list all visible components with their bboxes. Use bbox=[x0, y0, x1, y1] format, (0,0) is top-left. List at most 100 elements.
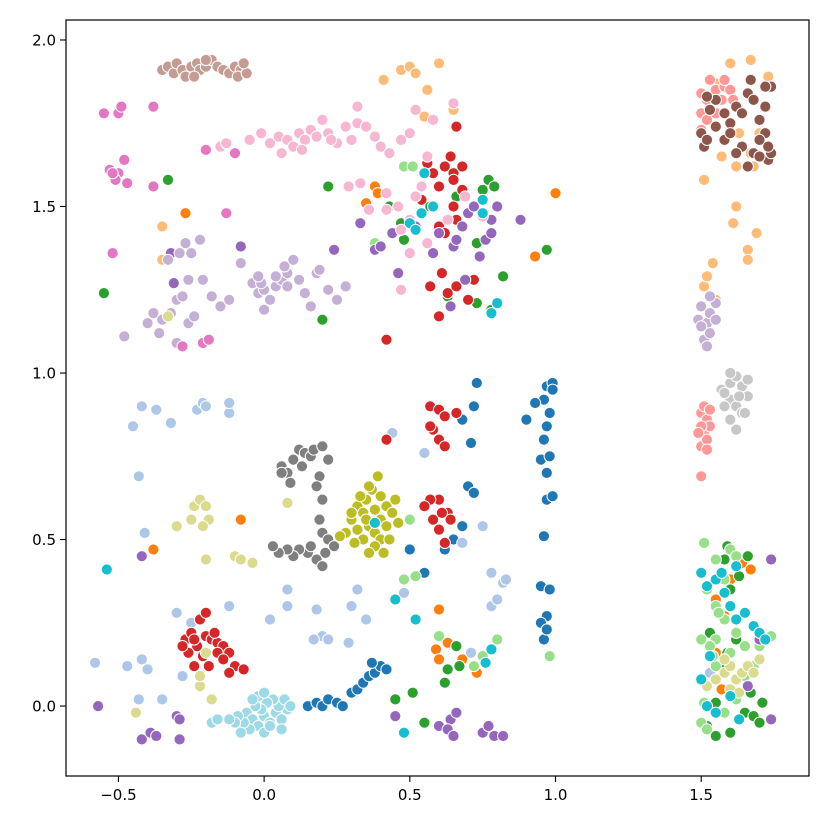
data-point bbox=[360, 120, 373, 133]
data-point bbox=[202, 660, 215, 673]
data-point bbox=[258, 303, 271, 316]
data-point bbox=[456, 520, 469, 533]
data-point bbox=[450, 233, 463, 246]
data-point bbox=[537, 433, 551, 446]
series-0 bbox=[301, 376, 559, 713]
data-point bbox=[287, 253, 300, 266]
data-point bbox=[738, 406, 752, 420]
series-9 bbox=[118, 233, 722, 353]
data-point bbox=[258, 686, 271, 699]
data-point bbox=[730, 200, 743, 213]
data-point bbox=[199, 400, 212, 413]
data-point bbox=[147, 543, 160, 556]
data-point bbox=[185, 247, 198, 260]
data-point bbox=[199, 606, 212, 619]
data-point bbox=[520, 413, 533, 426]
data-point bbox=[205, 693, 218, 706]
data-point bbox=[546, 490, 559, 503]
data-point bbox=[765, 713, 778, 726]
data-point bbox=[336, 700, 349, 713]
data-point bbox=[362, 546, 376, 560]
data-point bbox=[333, 530, 346, 543]
data-point bbox=[135, 400, 148, 413]
data-point bbox=[173, 247, 186, 260]
data-point bbox=[322, 453, 335, 466]
data-point bbox=[753, 113, 766, 127]
data-point bbox=[345, 133, 358, 146]
data-point bbox=[488, 180, 501, 193]
data-point bbox=[537, 530, 551, 543]
data-point bbox=[543, 450, 556, 463]
data-point bbox=[193, 233, 207, 246]
data-point bbox=[447, 97, 460, 110]
data-point bbox=[759, 633, 772, 646]
data-point bbox=[438, 160, 451, 173]
data-point bbox=[380, 187, 393, 200]
data-point bbox=[418, 500, 431, 513]
data-point bbox=[316, 113, 329, 127]
data-point bbox=[234, 257, 247, 270]
data-point bbox=[395, 223, 408, 236]
data-point bbox=[700, 340, 714, 353]
data-point bbox=[185, 513, 198, 526]
series-8 bbox=[92, 200, 778, 746]
data-point bbox=[298, 287, 311, 300]
y-tick-label: 1.0 bbox=[32, 365, 56, 383]
data-point bbox=[330, 293, 344, 306]
data-point bbox=[418, 716, 431, 729]
data-point bbox=[692, 426, 705, 440]
data-point bbox=[135, 653, 148, 666]
data-point bbox=[747, 93, 760, 107]
data-point bbox=[121, 660, 134, 673]
data-point bbox=[727, 217, 740, 230]
series-3 bbox=[156, 53, 775, 306]
data-point bbox=[176, 670, 189, 683]
data-point bbox=[753, 653, 766, 666]
data-point bbox=[298, 133, 311, 146]
data-point bbox=[497, 729, 510, 743]
data-point bbox=[211, 713, 224, 726]
series-18 bbox=[100, 167, 772, 739]
data-point bbox=[392, 267, 405, 280]
data-point bbox=[345, 600, 358, 613]
data-point bbox=[700, 723, 714, 736]
data-point bbox=[441, 287, 454, 300]
data-point bbox=[295, 143, 309, 156]
data-point bbox=[397, 726, 411, 739]
data-point bbox=[313, 470, 326, 483]
data-point bbox=[368, 503, 381, 516]
data-point bbox=[718, 400, 731, 413]
data-point bbox=[362, 480, 376, 493]
series-15 bbox=[715, 366, 754, 436]
y-tick-label: 2.0 bbox=[32, 31, 56, 49]
data-point bbox=[304, 540, 317, 553]
data-point bbox=[418, 446, 431, 460]
x-axis: −0.5 0.0 0.5 1.0 1.5 bbox=[100, 776, 713, 804]
y-tick-label: 0.5 bbox=[32, 531, 56, 549]
data-point bbox=[132, 693, 145, 706]
data-point bbox=[485, 566, 498, 579]
data-point bbox=[243, 133, 256, 146]
x-tick-label: 0.0 bbox=[252, 786, 276, 804]
data-point bbox=[147, 180, 160, 193]
data-point bbox=[762, 140, 775, 153]
data-point bbox=[718, 586, 731, 599]
data-point bbox=[97, 287, 111, 300]
data-point bbox=[255, 127, 268, 140]
data-point bbox=[724, 57, 737, 70]
data-point bbox=[354, 490, 367, 503]
data-point bbox=[438, 410, 451, 423]
data-point bbox=[345, 506, 358, 520]
data-point bbox=[709, 553, 722, 566]
data-point bbox=[161, 173, 175, 186]
data-point bbox=[374, 490, 387, 503]
data-point bbox=[328, 540, 341, 553]
data-point bbox=[377, 73, 390, 87]
data-point bbox=[491, 297, 504, 310]
data-point bbox=[325, 133, 338, 146]
data-point bbox=[205, 290, 218, 303]
data-point bbox=[499, 573, 513, 586]
data-point bbox=[199, 143, 212, 156]
data-point bbox=[432, 310, 446, 323]
data-point bbox=[709, 313, 722, 326]
